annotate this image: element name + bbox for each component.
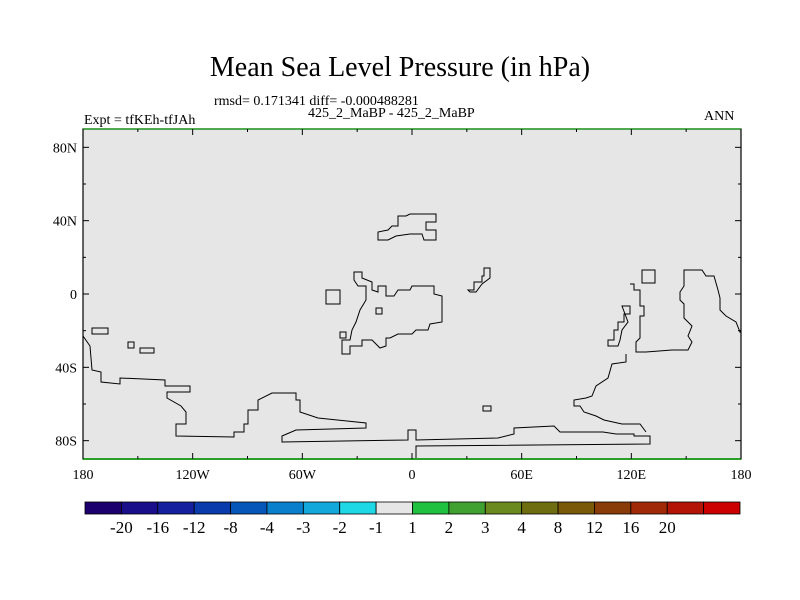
x-tick-label: 60W (289, 468, 317, 483)
colorbar-swatch (266, 501, 304, 515)
colorbar-swatch (630, 501, 668, 515)
colorbar-label: 4 (517, 518, 526, 537)
colorbar-label: 16 (622, 518, 639, 537)
colorbar-label: 2 (445, 518, 454, 537)
contour-south-america-tip (91, 327, 109, 335)
x-tick-label: 60E (510, 468, 533, 483)
x-axis: 180 120W 60W 0 60E 120E 180 (73, 129, 752, 483)
colorbar-label: -16 (146, 518, 169, 537)
contour-box-4 (482, 405, 492, 412)
colorbar-swatch (521, 501, 559, 515)
colorbar-label: -3 (296, 518, 310, 537)
colorbar-label: -1 (369, 518, 383, 537)
colorbar-label: 20 (659, 518, 676, 537)
x-tick-label: 180 (731, 468, 752, 483)
y-tick-label: 80S (55, 435, 77, 450)
colorbar-swatch (84, 501, 122, 515)
contour-arabia (466, 267, 491, 293)
colorbar-label: -20 (110, 518, 133, 537)
colorbar-swatch (666, 501, 705, 515)
contour-pacific (630, 269, 742, 353)
y-tick-label: 80N (53, 141, 77, 156)
colorbar-swatch (594, 501, 632, 515)
colorbar-label: -2 (333, 518, 347, 537)
stats-label: rmsd= 0.171341 diff= -0.000488281 (214, 94, 419, 109)
contour-australia (573, 354, 647, 433)
contour-africa (341, 271, 443, 355)
colorbar-label: -12 (183, 518, 206, 537)
colorbar: -20 -16 -12 -8 -4 -3 -2 -1 1 2 3 4 8 12 16 20 (84, 501, 741, 537)
y-axis: 80N 40N 0 40S 80S (53, 141, 741, 450)
contour-north (377, 213, 437, 241)
colorbar-swatch (557, 501, 595, 515)
x-tick-label: 0 (409, 468, 416, 483)
contour-box-1 (325, 289, 341, 305)
chart-title: Mean Sea Level Pressure (in hPa) (209, 52, 591, 83)
subtitle-label: 425_2_MaBP - 425_2_MaBP (308, 106, 475, 121)
colorbar-swatch (703, 501, 741, 515)
contour-box-5 (641, 269, 656, 284)
contour-png (607, 305, 631, 347)
colorbar-swatch (339, 501, 377, 515)
colorbar-label: -4 (260, 518, 275, 537)
contour-antarctica (82, 334, 651, 459)
contour-box-7 (139, 347, 155, 354)
colorbar-label: 3 (481, 518, 490, 537)
colorbar-swatch (157, 501, 195, 515)
contour-box-3 (375, 307, 383, 315)
map-field (83, 129, 741, 459)
y-tick-label: 40S (55, 361, 77, 376)
colorbar-swatch (120, 501, 159, 515)
x-tick-label: 180 (73, 468, 94, 483)
colorbar-label: 8 (554, 518, 563, 537)
contour-box-2 (339, 331, 347, 339)
y-tick-label: 40N (53, 215, 77, 230)
colorbar-label: 12 (586, 518, 603, 537)
colorbar-swatch (484, 501, 523, 515)
colorbar-swatch (302, 501, 341, 515)
x-tick-label: 120W (176, 468, 211, 483)
experiment-label: Expt = tfKEh-tfJAh (84, 113, 196, 128)
colorbar-swatch (375, 501, 413, 515)
x-tick-label: 120E (617, 468, 647, 483)
season-label: ANN (704, 109, 735, 124)
colorbar-swatch (448, 501, 486, 515)
colorbar-swatch (230, 501, 268, 515)
colorbar-label: -8 (223, 518, 237, 537)
y-tick-label: 0 (70, 288, 77, 303)
colorbar-label: 1 (408, 518, 417, 537)
colorbar-swatch (193, 501, 231, 515)
contour-box-6 (127, 341, 135, 349)
colorbar-swatch (412, 501, 450, 515)
